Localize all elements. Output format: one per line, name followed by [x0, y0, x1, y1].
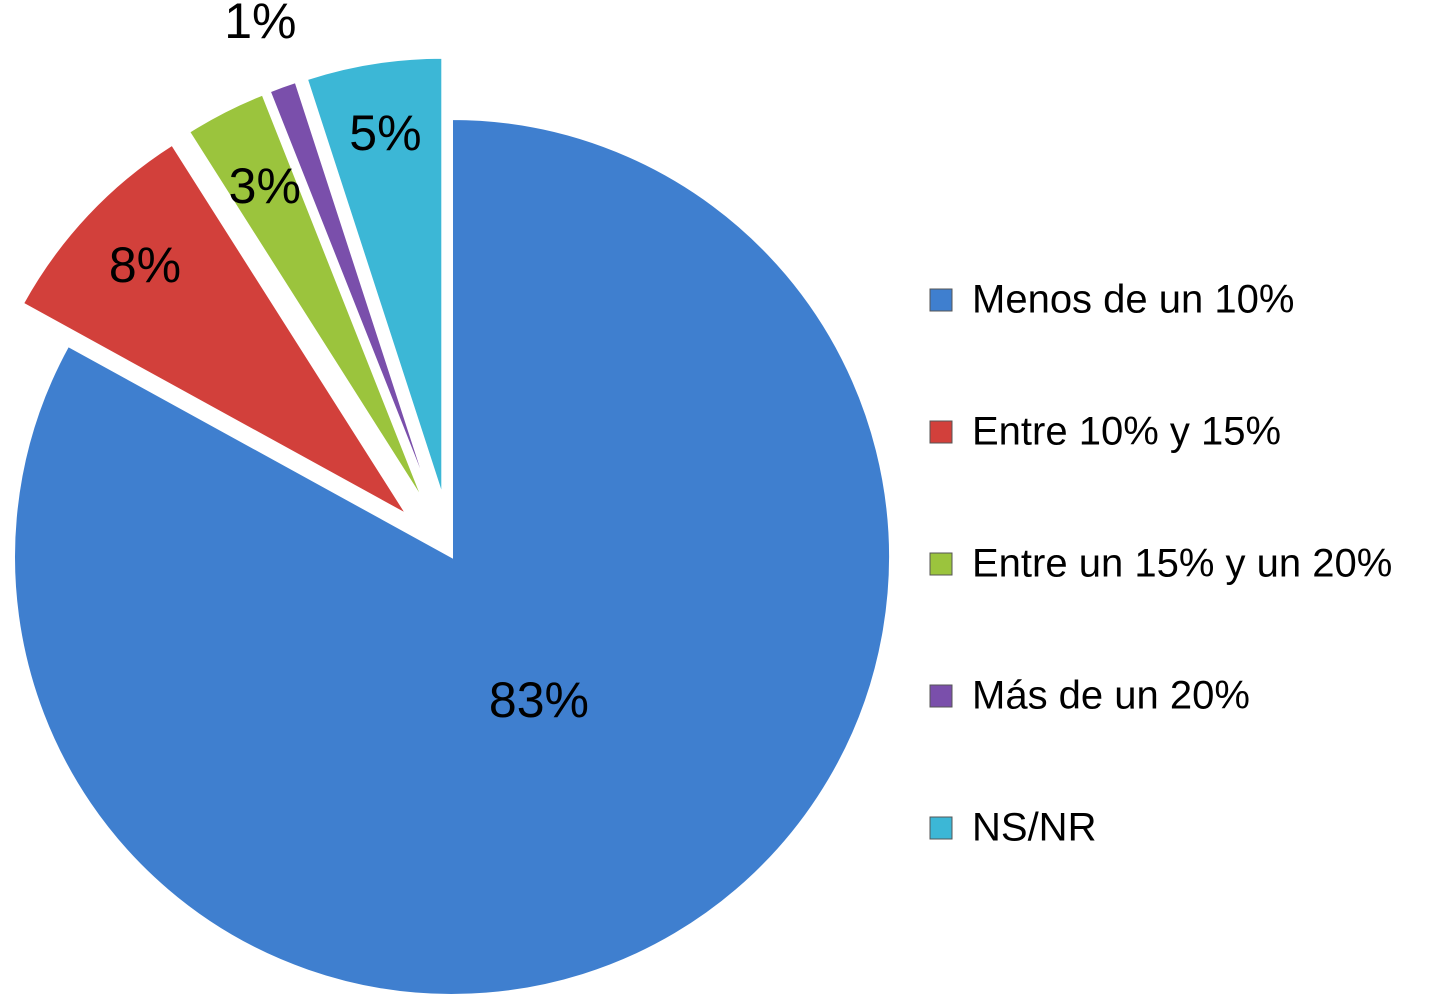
pie [13, 56, 891, 996]
legend-label: Entre 10% y 15% [972, 410, 1281, 454]
legend-swatch [929, 684, 953, 708]
legend-label: NS/NR [972, 806, 1096, 850]
value-label: 5% [349, 105, 421, 161]
legend-label: Menos de un 10% [972, 278, 1294, 322]
legend-swatch [929, 552, 953, 576]
legend-swatch [929, 288, 953, 312]
legend: Menos de un 10% Entre 10% y 15% Entre un 1… [929, 278, 1392, 850]
legend-swatch [929, 420, 953, 444]
value-label: 8% [109, 237, 181, 293]
value-label: 1% [224, 0, 296, 49]
value-labels: 83% 8% 3% 1% 5% [109, 0, 589, 728]
slice [187, 93, 425, 503]
value-label: 83% [489, 672, 589, 728]
legend-swatch [929, 816, 953, 840]
legend-label: Más de un 20% [972, 674, 1250, 718]
slice [305, 56, 444, 497]
value-label: 3% [229, 158, 301, 214]
legend-label: Entre un 15% y un 20% [972, 542, 1392, 586]
slice [13, 117, 891, 996]
slice [21, 143, 408, 516]
slice [268, 80, 432, 500]
